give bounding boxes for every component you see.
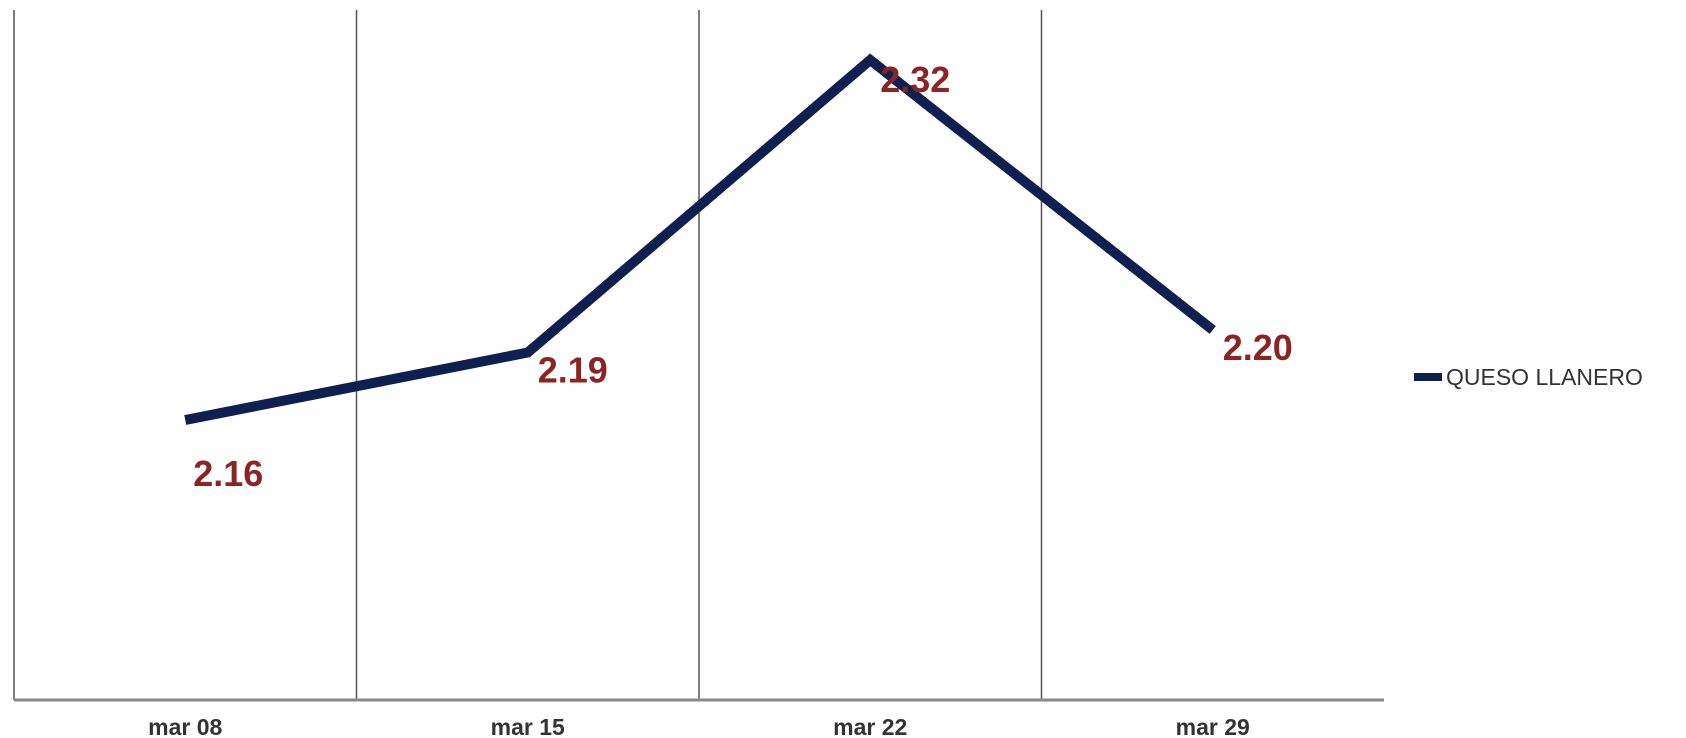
data-labels: 2.16 2.19 2.32 2.20 xyxy=(193,59,1293,494)
x-tick-label: mar 08 xyxy=(148,714,222,738)
x-tick-label: mar 22 xyxy=(833,714,907,738)
series-line-queso-llanero xyxy=(184,53,1216,425)
series-group xyxy=(184,53,1216,425)
data-label: 2.19 xyxy=(538,350,608,391)
data-label: 2.32 xyxy=(880,59,950,100)
x-tick-label: mar 29 xyxy=(1176,714,1250,738)
vertical-gridlines xyxy=(13,10,1043,700)
data-label: 2.20 xyxy=(1223,327,1293,368)
legend: QUESO LLANERO xyxy=(1414,364,1643,390)
data-label: 2.16 xyxy=(193,453,263,494)
x-tick-labels: mar 08 mar 15 mar 22 mar 29 xyxy=(148,714,1250,738)
legend-label-queso-llanero: QUESO LLANERO xyxy=(1446,364,1643,390)
x-tick-label: mar 15 xyxy=(491,714,565,738)
